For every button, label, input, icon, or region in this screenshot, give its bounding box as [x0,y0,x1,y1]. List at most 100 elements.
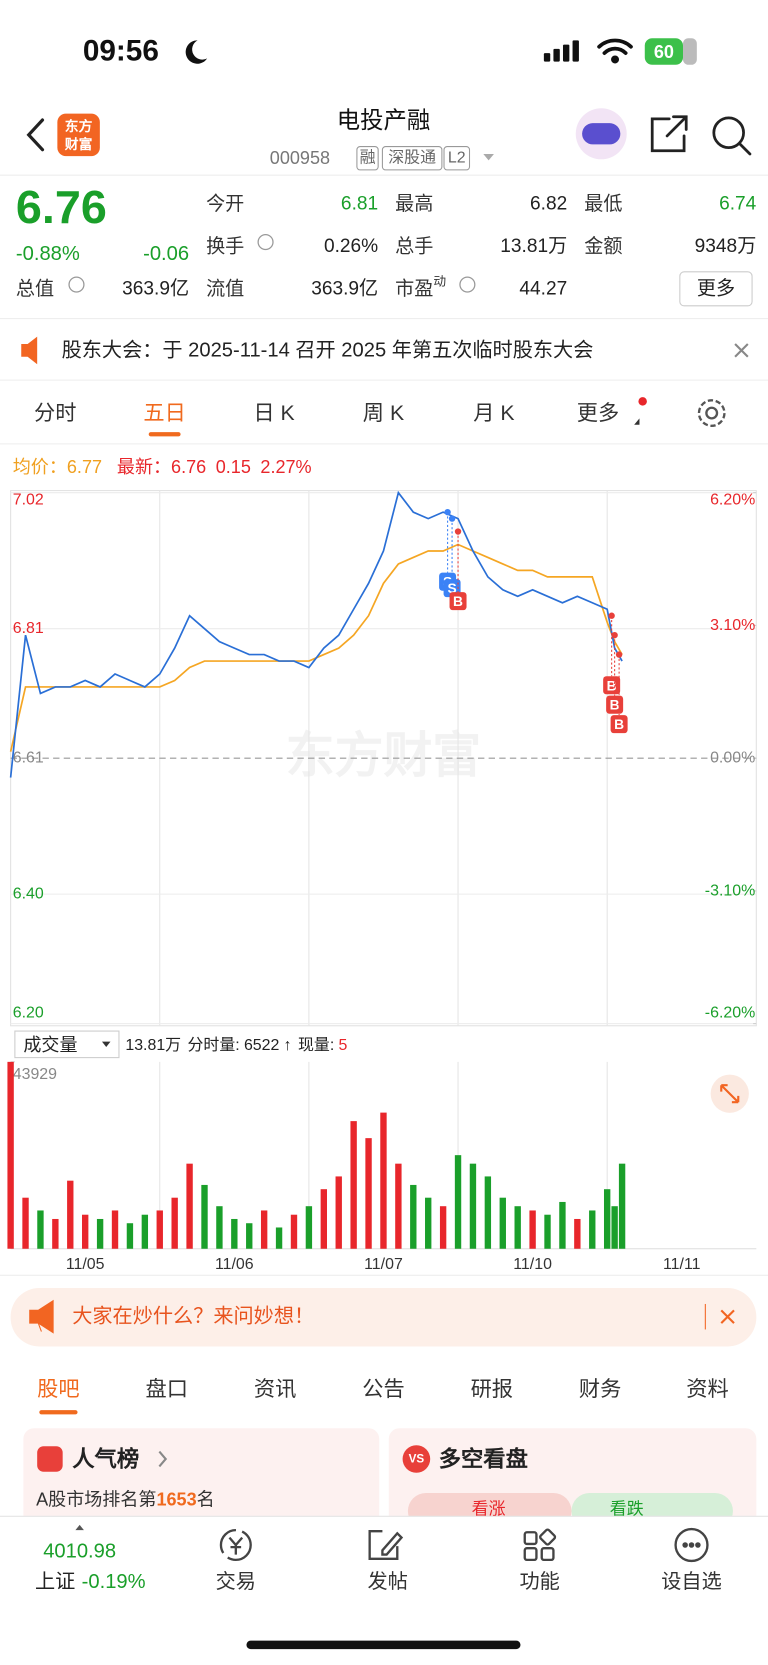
field-label: 流值 [206,277,244,299]
content-tab[interactable]: 盘口 [146,1377,188,1401]
x-tick-label: 11/10 [513,1256,552,1273]
close-banner[interactable] [720,1309,735,1324]
content-tab[interactable]: 股吧 [37,1377,79,1401]
field-label-sup: 动 [433,273,446,288]
content-tab[interactable]: 研报 [471,1377,513,1401]
trade-point [611,631,618,639]
trade-label: B [453,594,463,609]
more-button-label: 更多 [697,277,735,299]
volume-bar [290,1214,298,1249]
y2-tick-label: -3.10% [705,882,755,899]
field-label: 市盈动 [395,273,446,299]
nav-item[interactable]: 发帖 [368,1570,408,1593]
tag-box [356,146,379,171]
trade-badge [603,676,621,695]
search-button[interactable] [712,116,752,156]
rank-text: A股市场排名第1653名 [36,1489,215,1509]
volume-bar [67,1180,74,1249]
period-tab[interactable]: 月 K [473,401,514,425]
volume-bar [96,1218,104,1249]
volume-info-part: ↑ [284,1036,292,1053]
volume-bar [618,1163,626,1249]
nav-item[interactable]: 设自选 [661,1570,721,1593]
trade-label: B [614,717,624,732]
volume-bar [171,1197,178,1249]
volume-info: 13.81万 分时量: 6522 ↑ 现量: 5 [125,1035,347,1053]
volume-bar [529,1210,536,1249]
rank-text-part: 1653 [156,1489,196,1509]
field-value: 363.9亿 [122,277,189,299]
y-tick-label: 6.20 [13,1005,44,1022]
share-button[interactable] [650,115,688,153]
period-tab[interactable]: 更多 [577,401,619,425]
settings-button[interactable] [697,399,726,427]
tag-box [443,146,471,171]
field-value: 6.74 [719,193,757,214]
signal-icon [543,40,579,62]
volume-bar [484,1176,492,1249]
nav-item[interactable]: 功能 [519,1570,559,1593]
volume-selector[interactable] [14,1030,120,1059]
chevron [158,1450,168,1468]
volume-tick-label: 43929 [13,1066,57,1083]
field-label-part: 换手 [206,235,244,257]
status-time: 09:56 [83,34,159,67]
volume-bar [380,1112,387,1249]
chart-legend-part: 6.77 [67,457,102,477]
volume-info-part: 13.81万 [125,1036,181,1053]
nav-item[interactable]: 交易 [216,1570,256,1593]
stock-tag: 融 [360,149,376,167]
rank-card[interactable] [23,1428,380,1535]
content-tab[interactable]: 资料 [686,1377,728,1401]
back-button[interactable] [26,118,45,152]
more-button[interactable] [679,271,753,307]
x-tick-label: 11/11 [663,1256,701,1273]
volume-bar [260,1210,268,1249]
volume-info-part: 分时量: [187,1035,239,1053]
rank-icon [37,1446,63,1472]
y-tick-label: 6.81 [13,620,44,637]
volume-bar [186,1163,193,1249]
close-notice[interactable] [734,343,749,358]
period-tab[interactable]: 日 K [253,401,294,425]
bottom-nav [0,1516,768,1665]
trade-badge [449,592,467,611]
y2-tick-label: -6.20% [705,1005,755,1022]
volume-bar [589,1210,596,1249]
period-tab[interactable]: 周 K [363,401,404,425]
content-tab[interactable]: 公告 [362,1377,404,1401]
index-info-part: -0.19% [82,1571,146,1593]
content-tab-underline [39,1410,78,1415]
vs-icon-text: VS [409,1452,425,1465]
average-line [9,543,623,752]
field-label: 最低 [584,192,622,214]
field-value: 44.27 [519,278,567,299]
trade-point [444,508,451,516]
volume-bar [603,1189,611,1249]
period-tab[interactable]: 五日 [143,401,185,425]
nav-icons [219,1527,709,1563]
stock-code: 000958 [270,148,330,168]
y-tick-label: 6.40 [13,886,44,903]
info-icons [68,234,476,293]
period-tab[interactable]: 分时 [34,401,76,425]
price-line [9,490,623,778]
content-tab[interactable]: 资讯 [254,1377,296,1401]
volume-bar [320,1189,328,1249]
field-value: 0.26% [324,236,378,257]
rank-text-part: 名 [197,1489,215,1509]
stock-name: 电投产融 [337,107,430,133]
y2-tick-label: 0.00% [710,750,755,767]
volume-bar [82,1214,89,1249]
volume-info-part: 6522 [244,1036,280,1053]
moon-icon [185,40,208,64]
banner[interactable] [10,1288,757,1347]
field-label-part: 金额 [584,235,622,257]
chart-legend-part: 0.15 [216,457,251,477]
tag-box [381,146,443,171]
expand-icon [720,1084,740,1104]
index-value: 4010.98 [43,1540,116,1562]
trade-point [454,528,462,535]
content-tab[interactable]: 财务 [579,1377,621,1401]
dropdown-arrow[interactable] [483,153,494,161]
